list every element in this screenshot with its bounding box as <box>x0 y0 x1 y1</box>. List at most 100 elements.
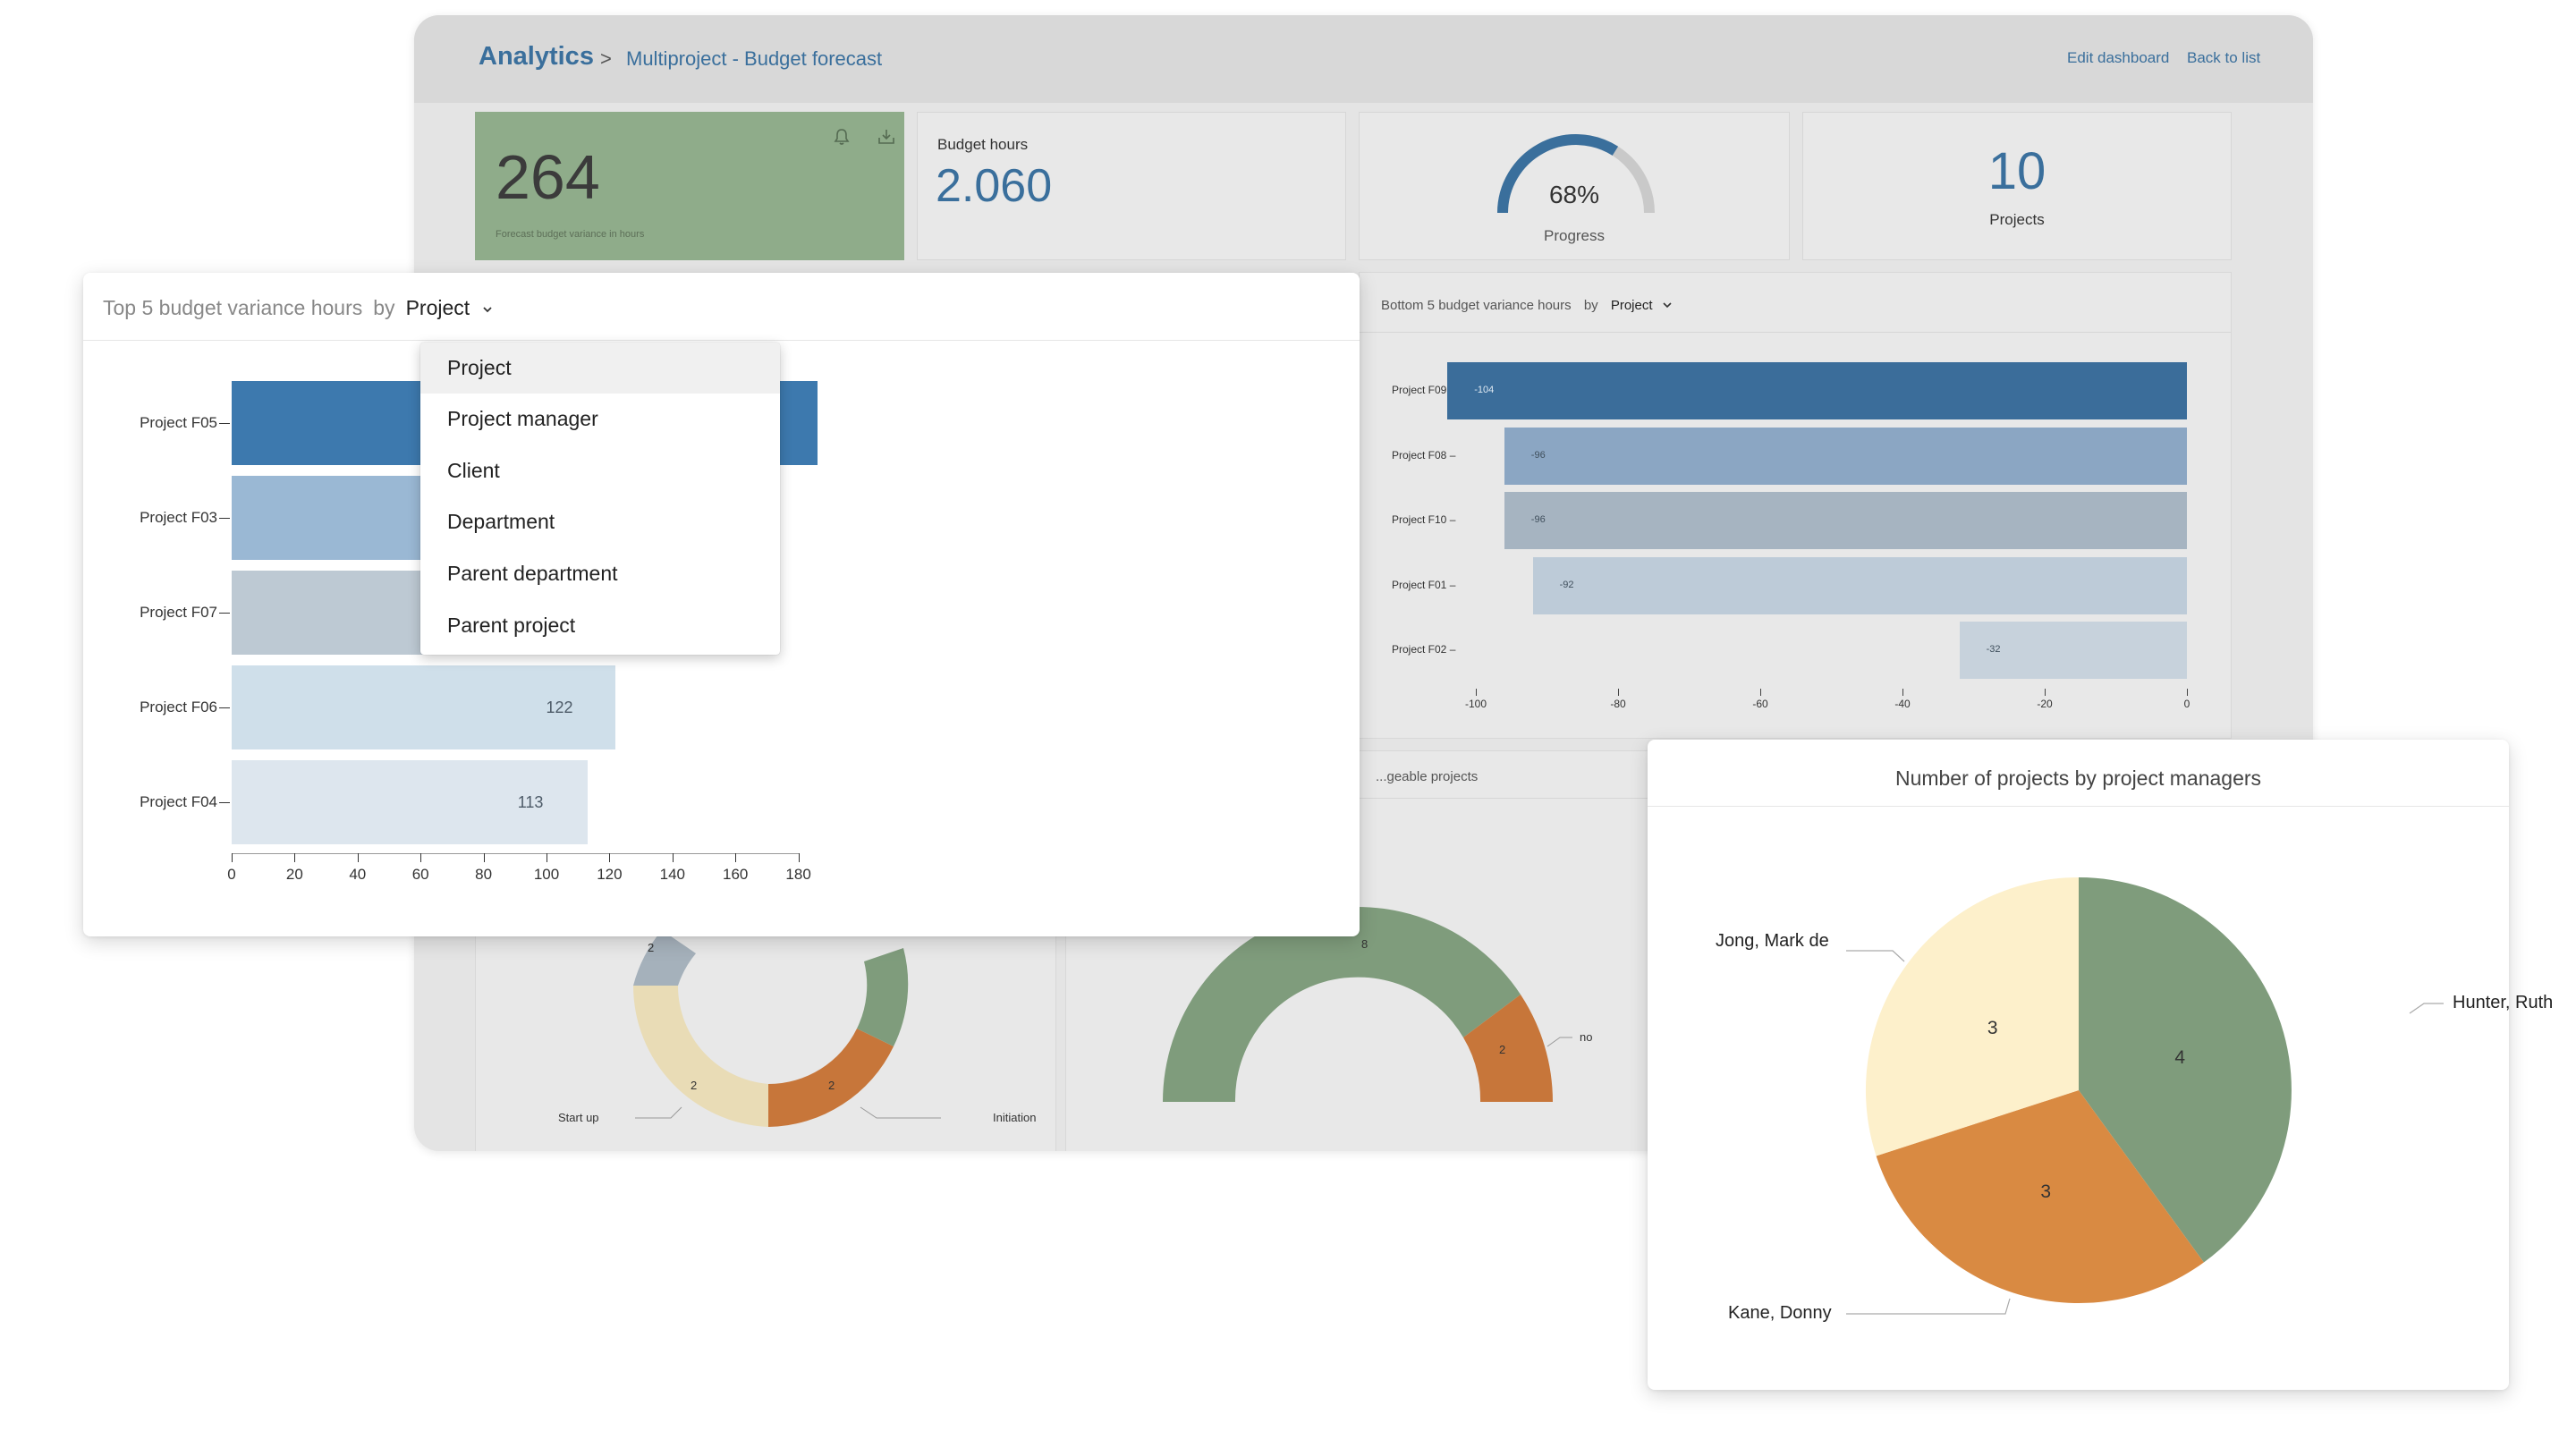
download-icon[interactable] <box>877 127 896 147</box>
bar-label: Project F04 <box>140 793 217 810</box>
pie-title: Number of projects by project managers <box>1894 766 2262 790</box>
variance-label: Forecast budget variance in hours <box>496 229 645 240</box>
bottom-bar[interactable] <box>1504 492 2187 549</box>
dropdown-option-department[interactable]: Department <box>447 510 555 533</box>
dashboard-header: Analytics > Multiproject - Budget foreca… <box>414 15 2313 103</box>
top5-title-text: Top 5 budget variance hours <box>103 296 363 319</box>
donut-label-initiation: Initiation <box>993 1111 1037 1124</box>
pie-value-label: 3 <box>1987 1018 1998 1038</box>
pie-value-label: 3 <box>2040 1181 2051 1202</box>
top5-title: Top 5 budget variance hours by Project <box>103 296 494 320</box>
bottom-axis-tick <box>1760 688 1761 696</box>
bottom-bar[interactable] <box>1959 622 2187 679</box>
x-axis-tick <box>672 853 674 862</box>
dropdown-option-project-manager[interactable]: Project manager <box>447 407 598 430</box>
x-axis-tick <box>798 853 800 862</box>
chevron-down-icon[interactable] <box>481 304 494 315</box>
x-tick-label: 40 <box>349 866 367 883</box>
progress-label: Progress <box>1543 227 1606 244</box>
x-axis-line <box>232 853 799 854</box>
dropdown-option-project[interactable]: Project <box>420 343 780 394</box>
category-tick <box>219 613 230 614</box>
chargeable-title: ...geable projects <box>1376 769 1479 784</box>
bar[interactable] <box>232 760 588 844</box>
pie-slice-name: Kane, Donny <box>1728 1303 1832 1323</box>
bottom-tick-label: -60 <box>1752 697 1768 710</box>
chargeable-divider <box>1066 798 1655 799</box>
x-axis-tick <box>735 853 737 862</box>
x-axis-tick <box>420 853 422 862</box>
bottom-bar[interactable] <box>1447 362 2187 419</box>
bar[interactable] <box>232 665 616 749</box>
pie-slice[interactable] <box>2079 877 2292 1263</box>
category-tick <box>219 802 230 803</box>
phase-donut-chart <box>632 930 941 1127</box>
bottom-axis-tick <box>1476 688 1477 696</box>
bottom-bar-value: -96 <box>1530 449 1546 461</box>
bottom-axis-tick <box>1618 688 1619 696</box>
bar-label: Project F03 <box>140 509 217 526</box>
bottom5-by: by <box>1583 298 1598 313</box>
bar-label: Project F05 <box>140 414 217 431</box>
semi-value-orange: 2 <box>1499 1043 1506 1056</box>
bottom-tick-label: -80 <box>1610 697 1626 710</box>
bottom-tick-label: 0 <box>2183 697 2190 710</box>
pie-divider <box>1648 806 2509 807</box>
budget-label: Budget hours <box>937 136 1029 153</box>
bottom5-title-text: Bottom 5 budget variance hours <box>1381 298 1572 313</box>
back-to-list-link[interactable]: Back to list <box>2187 49 2261 66</box>
semi-value-green: 8 <box>1361 937 1368 951</box>
bottom-bar-label: Project F10 – <box>1392 513 1456 526</box>
bottom-axis-tick <box>1902 688 1903 696</box>
x-tick-label: 160 <box>723 866 749 883</box>
bottom-bar-value: -32 <box>1986 644 2001 655</box>
projects-label: Projects <box>1989 211 2045 228</box>
top5-by: by <box>373 296 395 319</box>
dropdown-option-parent-project[interactable]: Parent project <box>447 614 576 637</box>
pie-slice[interactable] <box>1865 876 2079 1156</box>
brand-title[interactable]: Analytics <box>479 42 594 71</box>
pie-chart: 4 3 3 <box>1846 876 2444 1315</box>
bottom-bar[interactable] <box>1504 427 2187 485</box>
edit-dashboard-link[interactable]: Edit dashboard <box>2067 49 2170 66</box>
x-axis-tick <box>232 853 233 862</box>
x-axis-tick <box>483 853 485 862</box>
bar-value-label: 113 <box>517 793 544 811</box>
bottom5-chart: Project F09 – -104 Project F08 – -96 Project… <box>1360 273 2231 738</box>
pie-slice[interactable] <box>1876 1090 2204 1303</box>
bottom5-panel: Bottom 5 budget variance hours by Projec… <box>1359 272 2232 739</box>
chevron-down-icon[interactable] <box>1662 301 1673 309</box>
dropdown-option-parent-department[interactable]: Parent department <box>447 562 618 585</box>
budget-kpi-tile: Budget hours 2.060 <box>917 112 1346 260</box>
donut-value-initiation: 2 <box>828 1079 835 1092</box>
bottom-bar-label: Project F08 – <box>1392 448 1456 461</box>
dropdown-option-client[interactable]: Client <box>447 459 500 482</box>
bottom-bar-value: -104 <box>1474 385 1495 395</box>
x-tick-label: 120 <box>597 866 623 883</box>
variance-kpi-tile: 264 Forecast budget variance in hours <box>475 112 904 260</box>
top5-group-select[interactable]: Project <box>405 296 470 319</box>
x-tick-label: 0 <box>227 866 236 883</box>
pie-slice-name: Hunter, Ruth <box>2453 993 2554 1012</box>
pie-value-label: 4 <box>2174 1047 2185 1068</box>
breadcrumb[interactable]: Multiproject - Budget forecast <box>626 47 883 70</box>
category-tick <box>219 423 230 424</box>
projects-kpi-tile: 10 Projects <box>1802 112 2232 260</box>
x-axis-tick <box>609 853 611 862</box>
x-tick-label: 180 <box>785 866 811 883</box>
pie-leader-line <box>2409 1003 2444 1014</box>
donut-value-startup: 2 <box>691 1079 698 1092</box>
bell-icon[interactable] <box>832 127 852 147</box>
bottom-bar[interactable] <box>1532 556 2187 614</box>
progress-kpi-tile: 68% Progress <box>1359 112 1790 260</box>
category-tick <box>219 707 230 708</box>
pie-slice-name: Jong, Mark de <box>1716 931 1829 951</box>
bottom5-group-select[interactable]: Project <box>1610 298 1653 313</box>
bottom-tick-label: -100 <box>1464 697 1487 710</box>
progress-gauge <box>1497 134 1655 214</box>
bottom5-title: Bottom 5 budget variance hours by Projec… <box>1381 298 1673 313</box>
bottom-bar-value: -96 <box>1530 514 1546 525</box>
top5-card-header: Top 5 budget variance hours by Project <box>83 273 1360 341</box>
budget-value: 2.060 <box>936 160 1053 212</box>
group-by-dropdown: Project Project manager Client Departmen… <box>420 343 780 655</box>
